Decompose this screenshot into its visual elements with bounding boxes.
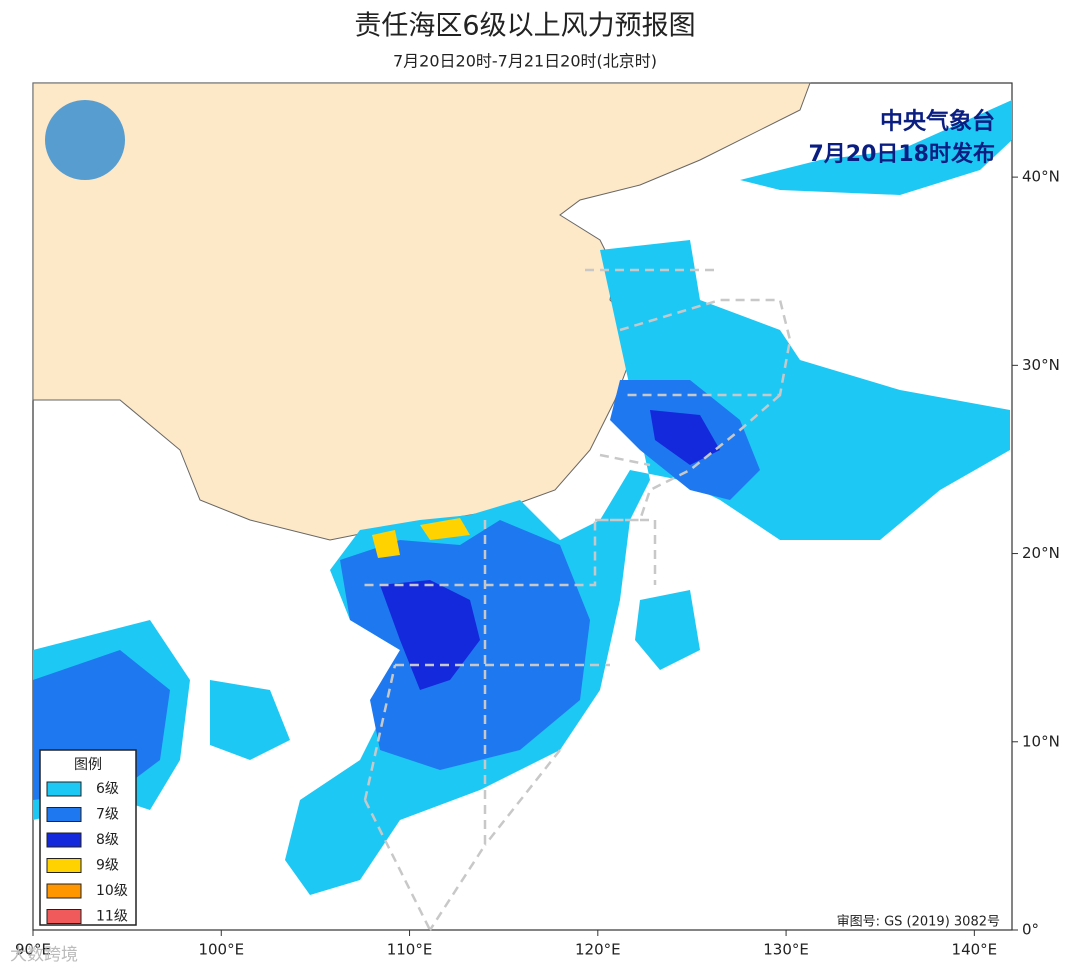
legend-label: 6级 (96, 781, 119, 797)
x-tick-label: 130°E (763, 941, 809, 959)
logo (45, 100, 125, 180)
subtitle: 7月20日20时-7月21日20时(北京时) (393, 52, 657, 71)
y-tick-label: 0° (1022, 921, 1039, 939)
x-tick-label: 100°E (198, 941, 244, 959)
y-tick-label: 10°N (1022, 732, 1060, 750)
legend-label: 9级 (96, 858, 119, 874)
watermark: 大数跨境 (10, 945, 78, 965)
legend-label: 7级 (96, 807, 119, 823)
sea-area-boundaries (360, 268, 792, 931)
legend-label: 11级 (96, 909, 128, 925)
x-tick-label: 140°E (952, 941, 998, 959)
wind-9b (420, 518, 470, 540)
legend-swatch (46, 807, 82, 822)
legend-swatch (46, 909, 82, 924)
legend-label: 10级 (96, 883, 128, 899)
wind-8 (380, 410, 720, 690)
y-tick-label: 30°N (1022, 356, 1060, 374)
wind-9 (372, 530, 400, 558)
graticule-ticks: 90°E 100°E 110°E 120°E 130°E 140°E 0° 10°N 20°N 3… (15, 168, 1060, 959)
x-tick-label: 120°E (575, 941, 621, 959)
approval-number: 审图号: GS (2019) 3082号 (837, 915, 1000, 930)
legend-label: 8级 (96, 832, 119, 848)
y-tick-label: 40°N (1022, 168, 1060, 186)
legend-swatch (46, 858, 82, 873)
issuer: 中央气象台 (880, 108, 995, 135)
legend-swatch (46, 781, 82, 797)
x-tick-label: 110°E (387, 941, 433, 959)
legend-swatch (46, 832, 82, 848)
title: 责任海区6级以上风力预报图 (354, 11, 695, 42)
x-tick-label: 90°E (15, 941, 51, 959)
y-tick-label: 20°N (1022, 544, 1060, 562)
issue-time: 7月20日18时发布 (808, 141, 995, 167)
map: 90°E 100°E 110°E 120°E 130°E 140°E 0° 10°N 20°N 3… (15, 82, 1060, 959)
legend-items: 6级 7级 8级 9级 10级 11级 (46, 781, 128, 925)
legend-swatch (46, 883, 82, 899)
legend-title: 图例 (74, 757, 102, 773)
